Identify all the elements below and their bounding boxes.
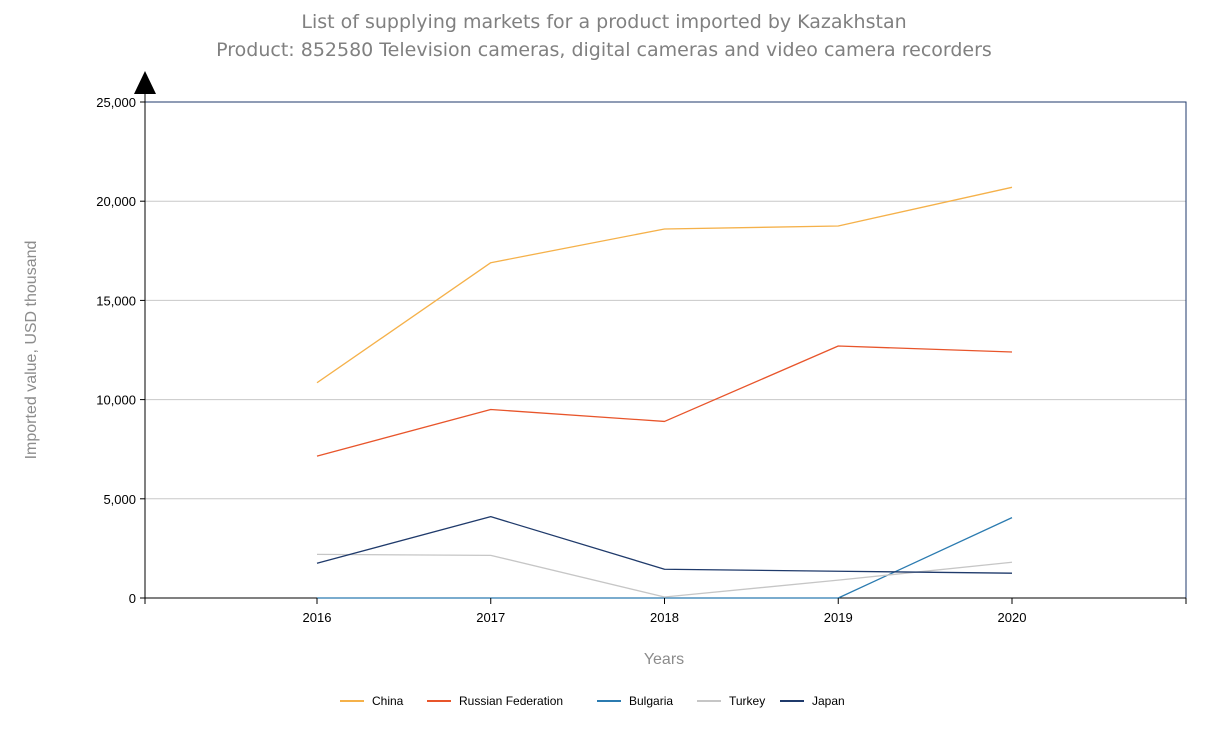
legend-label: China [372, 694, 404, 708]
y-axis-ticks: 0 5,000 10,000 15,000 20,000 25,000 [96, 95, 145, 606]
plot-area-border [144, 101, 1187, 599]
y-tick-label: 0 [129, 591, 136, 606]
y-tick-label: 25,000 [96, 95, 136, 110]
legend-label: Russian Federation [459, 694, 563, 708]
legend-label: Bulgaria [629, 694, 673, 708]
chart-title: List of supplying markets for a product … [301, 11, 906, 33]
gridlines [145, 200, 1186, 500]
y-axis-label: Imported value, USD thousand [23, 241, 40, 460]
series-lines [316, 186, 1013, 599]
chart-subtitle: Product: 852580 Television cameras, digi… [216, 39, 992, 61]
legend: China Russian Federation Bulgaria Turkey Jap… [340, 694, 845, 708]
x-axis-ticks: 2016 2017 2018 2019 2020 [303, 598, 1027, 625]
legend-label: Japan [812, 694, 845, 708]
x-tick-label: 2018 [650, 610, 679, 625]
y-tick-label: 10,000 [96, 393, 136, 408]
y-tick-label: 15,000 [96, 293, 136, 308]
x-tick-label: 2017 [476, 610, 505, 625]
y-tick-label: 5,000 [103, 492, 136, 507]
legend-item: Russian Federation [427, 694, 563, 708]
legend-item: Turkey [697, 694, 765, 708]
x-tick-label: 2016 [303, 610, 332, 625]
y-axis-arrow-icon [134, 71, 156, 94]
series-line-china [316, 186, 1013, 384]
legend-label: Turkey [729, 694, 765, 708]
legend-item: China [340, 694, 404, 708]
axes [134, 71, 1187, 604]
series-line-russian-federation [316, 345, 1013, 457]
legend-item: Japan [780, 694, 845, 708]
legend-item: Bulgaria [597, 694, 673, 708]
series-line-turkey [316, 553, 1013, 598]
x-tick-label: 2020 [998, 610, 1027, 625]
y-tick-label: 20,000 [96, 194, 136, 209]
x-axis-label: Years [644, 651, 684, 668]
x-tick-label: 2019 [824, 610, 853, 625]
series-line-japan [316, 516, 1013, 574]
series-line-bulgaria [317, 517, 1013, 599]
